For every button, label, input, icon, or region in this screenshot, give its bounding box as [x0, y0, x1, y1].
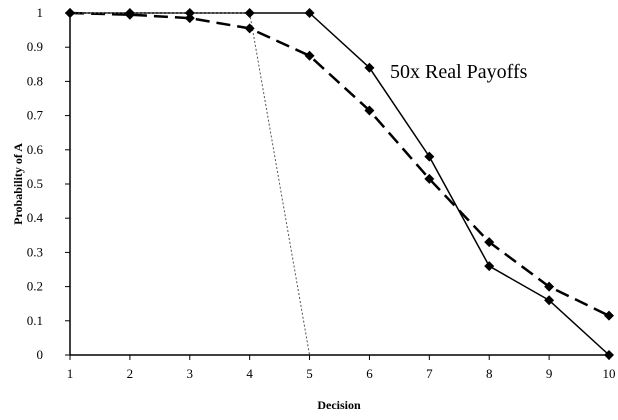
plot-markers [65, 8, 614, 360]
series-2-point [484, 237, 495, 248]
x-tick-label: 4 [246, 366, 253, 381]
series-1-point [424, 151, 435, 162]
x-tick-label: 6 [366, 366, 373, 381]
axes [69, 13, 609, 356]
x-tick-label: 10 [603, 366, 616, 381]
x-tick-label: 3 [187, 366, 194, 381]
x-tick-label: 2 [127, 366, 134, 381]
x-tick-label: 7 [426, 366, 433, 381]
ticks: 0 0.1 0.2 0.3 0.4 0.5 0.6 0.7 0.8 0.9 1 1 2 3 4 5 6 7 8 9 10 [27, 5, 616, 381]
y-tick-label: 0 [37, 347, 44, 362]
y-tick-label: 0.5 [27, 176, 43, 191]
series-1-point [184, 8, 195, 18]
series-1-line [70, 12, 610, 356]
x-axis-title: Decision [317, 398, 361, 412]
series-1-point [364, 62, 375, 73]
series-1-point [544, 295, 555, 306]
y-tick-label: 0.1 [27, 313, 43, 328]
x-tick-label: 9 [546, 366, 553, 381]
x-tick-label: 8 [486, 366, 493, 381]
y-tick-label: 0.7 [27, 108, 44, 123]
y-axis-title: Probability of A [11, 143, 25, 225]
series-2-point [124, 9, 135, 20]
y-tick-label: 0.8 [27, 73, 43, 88]
series-3-line [70, 12, 609, 356]
series-2-point [304, 50, 315, 61]
series-2-line [69, 11, 610, 317]
x-tick-label: 5 [306, 366, 313, 381]
series-1-point [244, 8, 255, 18]
series-1-point [304, 8, 315, 18]
y-tick-label: 0.9 [27, 39, 43, 54]
annotation-label: 50x Real Payoffs [390, 61, 528, 83]
y-tick-label: 0.3 [27, 244, 43, 259]
plot-lines [69, 11, 610, 356]
series-2-point [424, 173, 435, 184]
y-tick-label: 1 [37, 5, 44, 20]
series-2-point [184, 13, 195, 24]
series-2-point [364, 105, 375, 116]
x-tick-label: 1 [67, 366, 74, 381]
series-1-point [484, 261, 495, 272]
series-2-point [544, 281, 555, 292]
series-2-point [244, 23, 255, 34]
y-tick-label: 0.2 [27, 279, 43, 294]
y-tick-label: 0.4 [27, 210, 44, 225]
series-2-point [604, 310, 614, 321]
y-tick-label: 0.6 [27, 142, 44, 157]
